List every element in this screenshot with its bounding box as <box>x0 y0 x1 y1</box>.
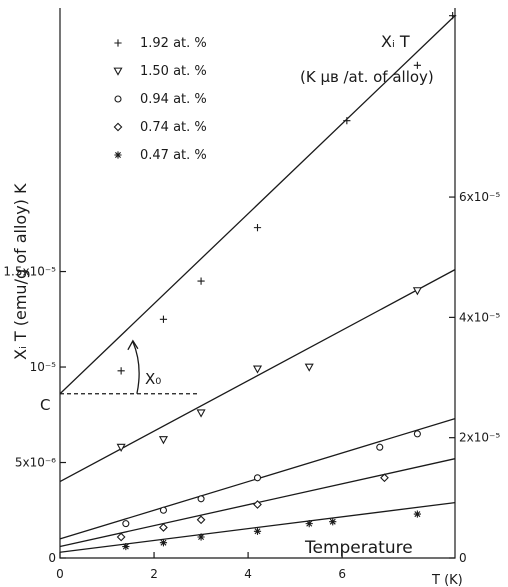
chi0-arrowhead <box>127 339 139 351</box>
data-point <box>305 520 313 528</box>
data-point <box>116 532 126 542</box>
legend-entry-label: 1.92 at. % <box>140 36 207 51</box>
legend: 1.92 at. % 1.50 at. % 0.94 at. % 0.74 at. %… <box>113 36 207 163</box>
data-point <box>329 518 337 526</box>
data-point <box>449 12 457 20</box>
data-point <box>159 506 168 514</box>
data-point <box>197 495 205 503</box>
legend-entry-label: 0.74 at. % <box>140 120 207 135</box>
legend-marker <box>113 67 123 76</box>
data-point <box>412 287 422 296</box>
right-axis-label-line2: (K μʙ /at. of alloy) <box>300 68 434 86</box>
x-tick-label: 4 <box>244 567 252 581</box>
data-point <box>253 527 262 535</box>
right-y-tick-label: 4x10⁻⁵ <box>459 310 500 324</box>
tick-labels: 0 2 4 6 0 5x10⁻⁶ 10⁻⁵ 1.5x10⁻⁵ 0 2x10⁻⁵ 4x10⁻⁵ 6x10… <box>3 190 500 581</box>
temperature-label: Temperature <box>304 538 413 558</box>
data-point <box>117 367 125 375</box>
data-point <box>413 430 421 438</box>
data-point <box>413 510 421 518</box>
chi0-label: X₀ <box>145 370 161 388</box>
left-y-tick-label: 5x10⁻⁶ <box>15 456 56 470</box>
right-y-tick-label: 0 <box>459 551 467 565</box>
chi0-arrow <box>132 341 140 394</box>
x-tick-label: 0 <box>56 567 64 581</box>
chi0-annotation <box>60 339 199 395</box>
legend-marker <box>114 151 122 159</box>
data-point <box>197 277 205 285</box>
c-label: C <box>40 396 50 414</box>
data-point <box>253 224 262 232</box>
data-point <box>196 515 206 525</box>
data-point <box>159 523 168 532</box>
data-point <box>159 315 168 323</box>
right-y-tick-label: 2x10⁻⁵ <box>459 431 500 445</box>
left-y-tick-label: 1.5x10⁻⁵ <box>3 265 56 279</box>
data-point <box>253 500 262 509</box>
data-point <box>253 474 262 482</box>
data-point <box>413 61 421 69</box>
legend-entry-label: 1.50 at. % <box>140 64 207 79</box>
data-point <box>304 363 314 372</box>
axes <box>59 8 456 559</box>
data-point <box>252 365 263 374</box>
fit-line <box>59 269 456 483</box>
data-point <box>122 520 130 528</box>
legend-marker <box>114 95 122 103</box>
legend-marker <box>113 122 123 132</box>
right-y-tick-label: 6x10⁻⁵ <box>459 190 500 204</box>
x-axis-label: T (K) <box>431 573 463 587</box>
left-y-tick-label: 10⁻⁵ <box>30 360 57 374</box>
legend-entry-label: 0.94 at. % <box>140 92 207 107</box>
data-points <box>116 12 457 551</box>
axis-frame <box>59 8 456 559</box>
data-point <box>116 443 126 452</box>
data-point <box>376 443 384 451</box>
data-point <box>196 409 206 418</box>
data-point <box>159 539 168 547</box>
data-point <box>122 542 130 551</box>
fit-line <box>59 15 456 395</box>
x-tick-label: 2 <box>150 567 158 581</box>
legend-marker <box>114 39 122 47</box>
left-y-tick-label: 0 <box>48 551 56 565</box>
right-axis-label-line1: Xᵢ T <box>381 32 410 51</box>
data-point <box>158 436 168 445</box>
x-tick-label: 6 <box>338 567 346 581</box>
data-point <box>343 117 351 125</box>
legend-entry-label: 0.47 at. % <box>140 148 207 163</box>
y-axis-label: Xᵢ T (emu/g of alloy) K <box>11 183 30 360</box>
data-point <box>380 473 389 483</box>
data-point <box>197 533 205 541</box>
